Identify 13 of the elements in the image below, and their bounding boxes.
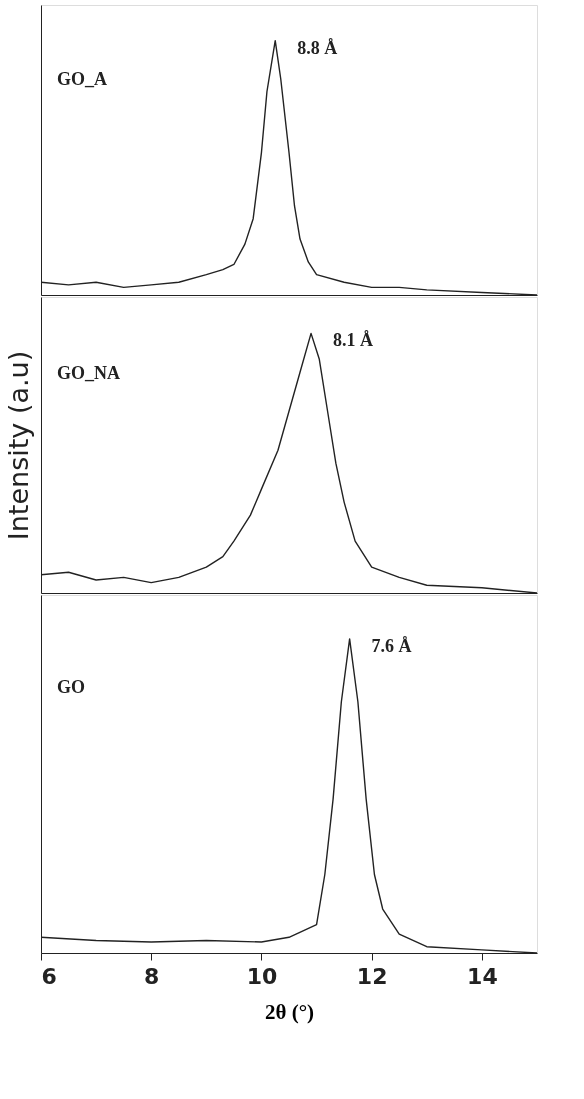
text: GO_A: [57, 69, 108, 90]
x-tick-label: 6: [41, 963, 57, 989]
x-axis-title: 2θ (°): [264, 999, 315, 1024]
annotation: 7.6 Å: [371, 635, 412, 656]
x-tick-label: 10: [246, 963, 278, 989]
annotation: 8.1 Å: [333, 330, 374, 351]
x-tick-label: 14: [467, 963, 498, 989]
text: GO: [57, 677, 86, 698]
text: GO_NA: [57, 362, 120, 383]
x-tick-label: 8: [144, 963, 160, 989]
y-axis-title: Intensity (a.u): [2, 350, 34, 541]
x-tick-label: 12: [356, 963, 388, 989]
annotation: 8.8 Å: [297, 37, 338, 58]
